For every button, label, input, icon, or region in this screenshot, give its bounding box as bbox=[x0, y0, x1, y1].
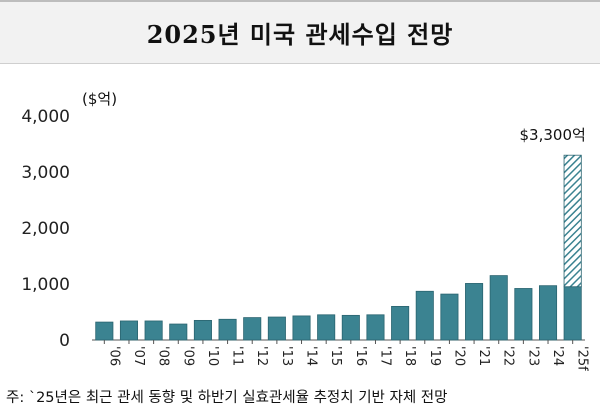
x-tick-label: '25f bbox=[575, 346, 590, 371]
forecast-annotation: $3,300억 bbox=[520, 126, 586, 144]
bar-13 bbox=[267, 316, 286, 341]
bar-25f bbox=[563, 286, 582, 341]
bar-08 bbox=[144, 320, 163, 341]
bar-23 bbox=[514, 288, 533, 341]
x-tick-label: '07 bbox=[131, 346, 146, 366]
bar-10 bbox=[193, 319, 212, 341]
bar-17 bbox=[366, 314, 385, 341]
bar-12 bbox=[243, 317, 262, 341]
x-tick-label: '20 bbox=[451, 346, 466, 366]
bar-06 bbox=[95, 321, 114, 341]
bar-20 bbox=[440, 293, 459, 341]
x-tick-label: '18 bbox=[402, 346, 417, 366]
x-tick-label: '06 bbox=[106, 346, 121, 366]
x-tick-label: '08 bbox=[156, 346, 171, 366]
bar-21 bbox=[465, 283, 484, 341]
y-tick-label: 3,000 bbox=[21, 163, 70, 183]
x-tick-label: '23 bbox=[525, 346, 540, 366]
x-tick-label: '14 bbox=[304, 346, 319, 366]
x-axis: '06 '07 '08 '09 '10 '11 '12 '13 '14 '15 '16 '17 '18 '… bbox=[103, 340, 590, 371]
y-axis-unit-label: ($억) bbox=[82, 90, 117, 108]
chart-title: 2025년 미국 관세수입 전망 bbox=[146, 20, 454, 49]
bar-14 bbox=[292, 315, 311, 341]
bar-11 bbox=[218, 318, 237, 341]
bar-24 bbox=[538, 285, 558, 341]
x-tick-label: '13 bbox=[279, 346, 294, 366]
bar-15 bbox=[317, 314, 336, 341]
forecast-increment-bar bbox=[563, 154, 582, 288]
bar-09 bbox=[169, 323, 188, 341]
x-tick-label: '17 bbox=[377, 346, 392, 366]
bar-18 bbox=[391, 305, 410, 341]
x-tick-label: '09 bbox=[180, 346, 195, 366]
y-tick-label: 1,000 bbox=[21, 275, 70, 295]
x-tick-label: '10 bbox=[205, 346, 220, 366]
y-tick-label: 4,000 bbox=[21, 107, 70, 127]
x-tick-label: '12 bbox=[254, 346, 269, 366]
x-tick-label: '22 bbox=[501, 346, 516, 366]
bar-19 bbox=[415, 290, 434, 341]
x-tick-label: '24 bbox=[550, 346, 565, 366]
bar-16 bbox=[341, 314, 360, 341]
x-tick-label: '16 bbox=[353, 346, 368, 366]
x-tick-label: '15 bbox=[328, 346, 343, 366]
y-axis: 0 1,000 2,000 3,000 4,000 bbox=[21, 107, 585, 351]
footnote: 주: `25년은 최근 관세 동향 및 하반기 실효관세율 추정치 기반 자체 … bbox=[6, 390, 448, 406]
y-tick-label: 0 bbox=[59, 331, 70, 351]
x-tick-label: '21 bbox=[476, 346, 491, 366]
bar-07 bbox=[119, 320, 139, 341]
y-tick-label: 2,000 bbox=[21, 219, 70, 239]
x-tick-label: '11 bbox=[230, 346, 245, 366]
bars-group bbox=[95, 154, 582, 341]
x-tick-label: '19 bbox=[427, 346, 442, 366]
bar-22 bbox=[489, 275, 508, 341]
chart-title-bar: 2025년 미국 관세수입 전망 bbox=[0, 0, 600, 64]
